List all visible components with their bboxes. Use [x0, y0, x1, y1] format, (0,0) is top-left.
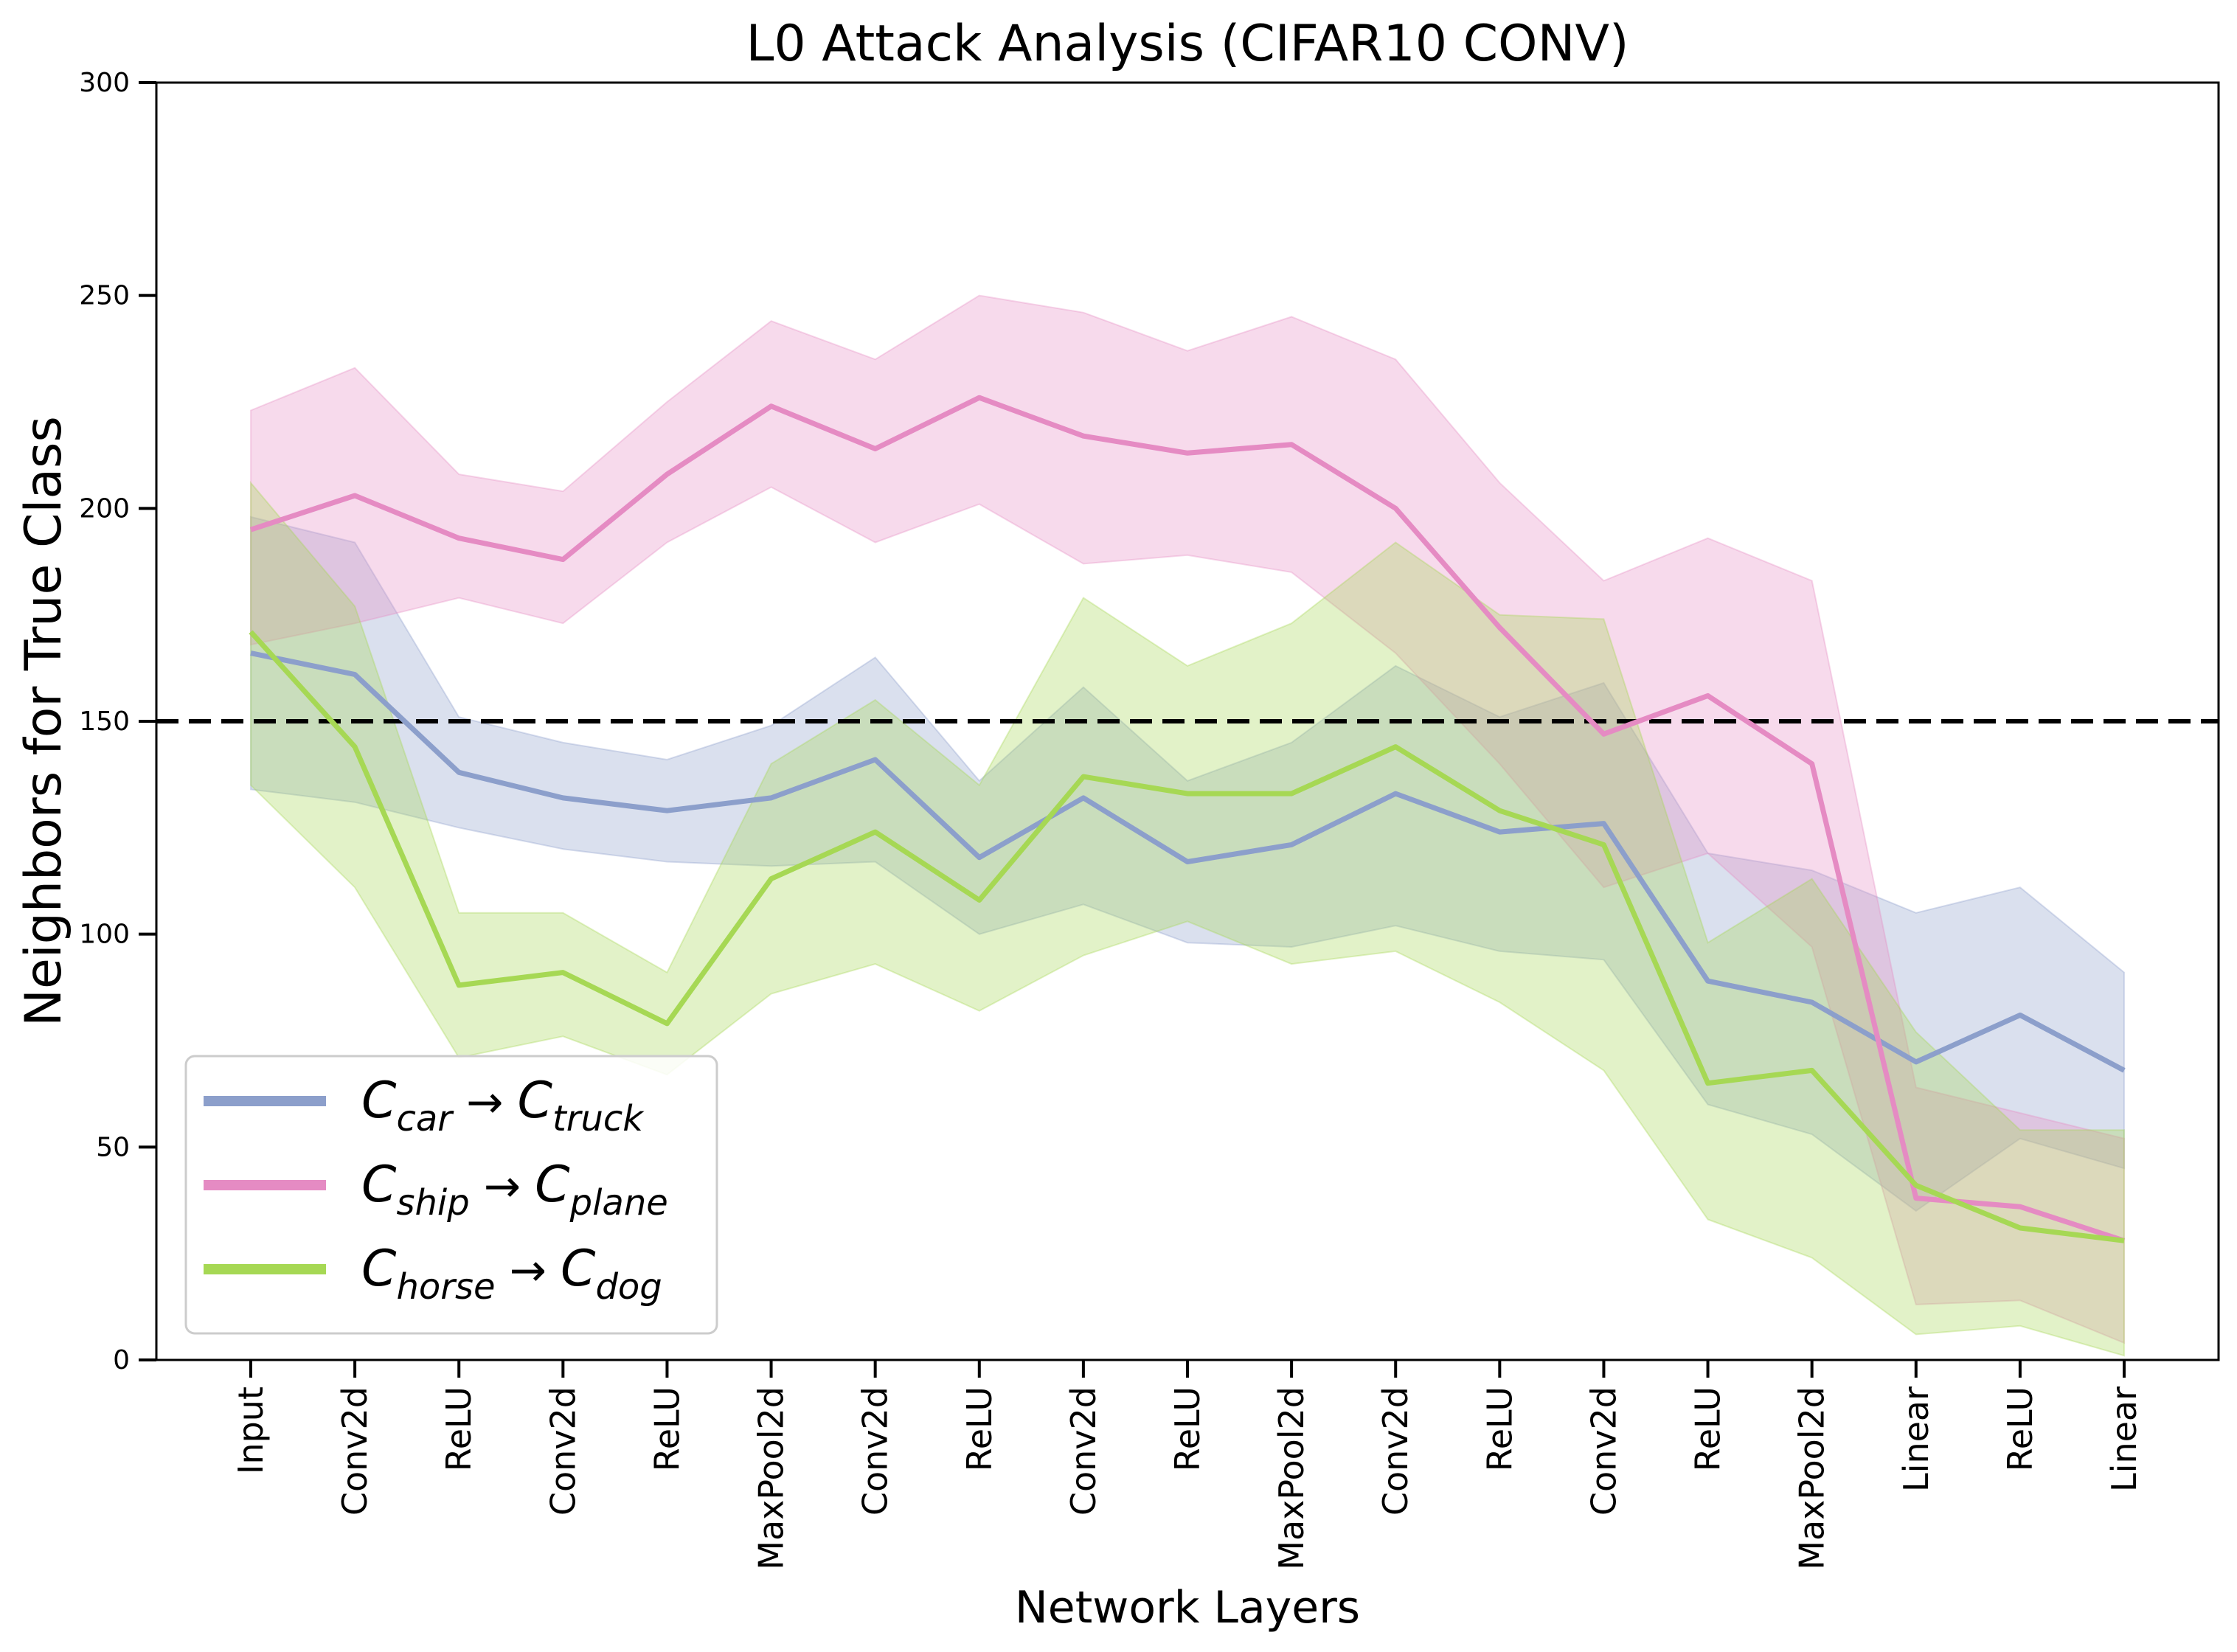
- x-tick-label: MaxPool2d: [752, 1386, 791, 1570]
- y-axis: 0 50 100 150 200 250 300: [79, 68, 156, 1375]
- y-tick-label: 50: [96, 1132, 130, 1162]
- x-tick-label: MaxPool2d: [1272, 1386, 1311, 1570]
- series-lines: [249, 395, 2126, 1243]
- y-tick-label: 0: [113, 1345, 130, 1375]
- y-tick-label: 300: [79, 68, 130, 98]
- x-tick-label: Conv2d: [1584, 1386, 1623, 1516]
- y-tick-label: 200: [79, 493, 130, 524]
- x-tick-label: Conv2d: [543, 1386, 583, 1516]
- x-tick-label: ReLU: [647, 1386, 687, 1471]
- chart-title: L0 Attack Analysis (CIFAR10 CONV): [746, 15, 1629, 73]
- legend-label-1: Ccar → Ctruck: [361, 1072, 645, 1139]
- x-tick-label: Conv2d: [1376, 1386, 1415, 1516]
- x-tick-label: Input: [231, 1386, 271, 1474]
- legend: Ccar → Ctruck Cship → Cplane Chorse → Cdog: [184, 1055, 718, 1335]
- y-tick-label: 250: [79, 281, 130, 311]
- y-axis-label: Neighbors for True Class: [15, 416, 73, 1027]
- x-tick-label: ReLU: [960, 1386, 999, 1471]
- x-tick-label: Conv2d: [856, 1386, 895, 1516]
- x-axis: Input Conv2d ReLU Conv2d ReLU MaxPool2d Conv2d…: [231, 1360, 2144, 1570]
- y-tick-label: 150: [79, 707, 130, 737]
- line-series-2: [249, 395, 2126, 1243]
- band-series-3: [250, 480, 2125, 1357]
- x-tick-label: ReLU: [1480, 1386, 1519, 1471]
- y-tick-label: 100: [79, 920, 130, 950]
- x-tick-label: ReLU: [439, 1386, 479, 1471]
- x-axis-label: Network Layers: [1015, 1582, 1360, 1634]
- line-series-3: [249, 630, 2125, 1243]
- x-tick-label: Conv2d: [335, 1386, 375, 1516]
- x-tick-label: ReLU: [2000, 1386, 2040, 1471]
- line-series-1: [250, 650, 2126, 1073]
- band-series-2: [250, 294, 2125, 1344]
- legend-label-2: Cship → Cplane: [361, 1156, 668, 1224]
- x-tick-label: Linear: [2104, 1386, 2144, 1492]
- x-tick-label: Linear: [1896, 1386, 1936, 1492]
- x-tick-label: MaxPool2d: [1792, 1386, 1832, 1570]
- legend-label-3: Chorse → Cdog: [361, 1240, 662, 1308]
- x-tick-label: ReLU: [1688, 1386, 1728, 1471]
- x-tick-label: Conv2d: [1064, 1386, 1103, 1516]
- x-tick-label: ReLU: [1168, 1386, 1207, 1471]
